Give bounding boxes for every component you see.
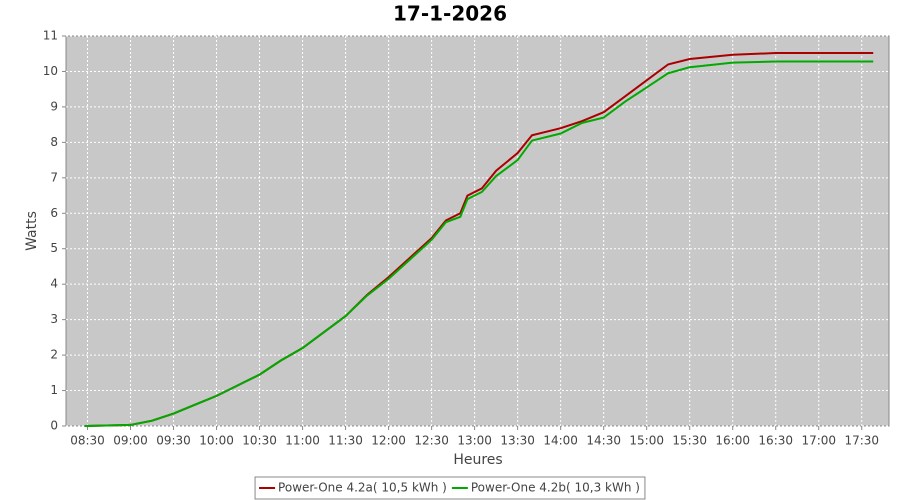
x-tick-label: 09:30 <box>156 434 191 448</box>
x-tick-label: 11:30 <box>328 434 363 448</box>
x-tick-label: 17:30 <box>844 434 879 448</box>
plot-area <box>65 35 890 427</box>
y-tick-label: 7 <box>50 170 58 184</box>
y-tick-label: 1 <box>50 383 58 397</box>
y-tick-label: 3 <box>50 312 58 326</box>
x-tick-label: 15:00 <box>629 434 664 448</box>
y-tick-label: 9 <box>50 99 58 113</box>
x-tick-label: 10:00 <box>199 434 234 448</box>
legend-label: Power-One 4.2b( 10,3 kWh ) <box>471 481 640 495</box>
x-tick-label: 16:00 <box>715 434 750 448</box>
series-line <box>84 60 874 427</box>
legend: Power-One 4.2a( 10,5 kWh ) Power-One 4.2b… <box>254 476 646 500</box>
x-tick-label: 12:00 <box>371 434 406 448</box>
x-tick-label: 13:30 <box>500 434 535 448</box>
x-axis-label: Heures <box>453 452 502 468</box>
legend-label: Power-One 4.2a( 10,5 kWh ) <box>278 481 447 495</box>
legend-box <box>254 476 646 500</box>
x-tick-label: 08:30 <box>70 434 105 448</box>
x-tick-label: 11:00 <box>285 434 320 448</box>
x-tick-label: 14:30 <box>586 434 621 448</box>
y-tick-label: 5 <box>50 241 58 255</box>
y-tick-label: 6 <box>50 206 58 220</box>
y-axis-label: Watts <box>24 211 40 251</box>
x-tick-label: 10:30 <box>242 434 277 448</box>
y-tick-label: 10 <box>43 64 58 78</box>
x-tick-label: 17:00 <box>801 434 836 448</box>
y-tick-label: 8 <box>50 135 58 149</box>
x-tick-label: 14:00 <box>543 434 578 448</box>
y-tick-label: 4 <box>50 277 58 291</box>
chart-title: 17-1-2026 <box>393 2 507 26</box>
y-tick-label: 0 <box>50 419 58 433</box>
x-tick-label: 15:30 <box>672 434 707 448</box>
x-tick-label: 16:30 <box>758 434 793 448</box>
x-tick-label: 12:30 <box>414 434 449 448</box>
x-tick-label: 13:00 <box>457 434 492 448</box>
y-tick-label: 2 <box>50 348 58 362</box>
x-tick-label: 09:00 <box>113 434 148 448</box>
y-tick-label: 11 <box>43 29 58 43</box>
